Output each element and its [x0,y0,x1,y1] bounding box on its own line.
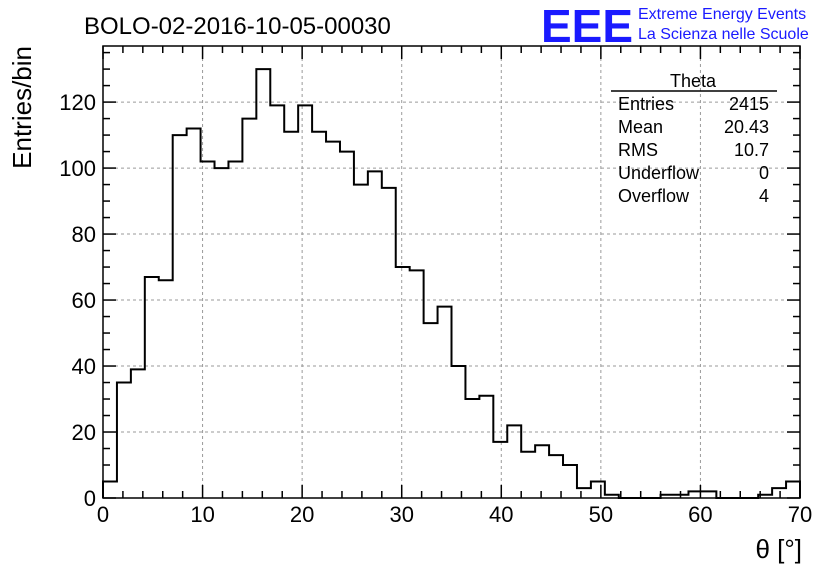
histogram-bin [242,119,256,498]
histogram-bin [493,442,507,498]
histogram-bin [424,323,438,498]
histogram-bin [103,482,117,498]
stats-label: Overflow [618,186,690,206]
x-tick-label: 20 [290,502,314,527]
stats-label: Mean [618,117,663,137]
histogram-bin [521,452,535,498]
histogram-outline [102,68,801,499]
histogram-bin [786,482,800,498]
histogram-bin [173,135,187,498]
eee-logo: EEE Extreme Energy Events La Scienza nel… [541,0,809,52]
histogram-bin [507,425,521,498]
grid-lines [103,46,800,498]
histogram-bin [270,105,284,498]
x-tick-label: 40 [489,502,513,527]
y-tick-label: 100 [59,156,96,181]
histogram-bin [326,142,340,498]
stats-value: 2415 [729,94,769,114]
stats-title: Theta [670,71,717,91]
histogram-bin [577,488,591,498]
histogram-bin [535,445,549,498]
y-tick-label: 60 [72,288,96,313]
histogram-bin [479,396,493,498]
plot-frame [102,45,801,499]
x-tick-label: 70 [788,502,812,527]
histogram-bin [410,270,424,498]
histogram-bin [368,171,382,498]
x-axis-title: θ [°] [755,534,802,564]
x-tick-labels: 0 10 20 30 40 50 60 70 [97,502,812,527]
histogram-bin [159,280,173,498]
logo-line-1: Extreme Energy Events [638,6,806,23]
axis-ticks [102,46,801,499]
y-tick-label: 120 [59,90,96,115]
run-title: BOLO-02-2016-10-05-00030 [84,13,391,40]
histogram-bin [145,277,159,498]
stats-label: RMS [618,140,658,160]
histogram-bin [563,465,577,498]
histogram-bin [340,152,354,498]
logo-text: EEE [541,0,633,52]
histogram-bin [298,105,312,498]
histogram-bin [284,132,298,498]
stats-value: 4 [759,186,769,206]
y-tick-label: 40 [72,354,96,379]
stats-value: 10.7 [734,140,769,160]
histogram-bin [354,185,368,498]
histogram-bin [187,128,201,498]
histogram-bin [312,132,326,498]
histogram-bin [256,69,270,498]
stats-label: Underflow [618,163,700,183]
stats-label: Entries [618,94,674,114]
histogram-bars [103,69,800,498]
histogram-bin [228,161,242,498]
x-tick-label: 50 [589,502,613,527]
stats-box: Theta Entries 2415 Mean 20.43 RMS 10.7 Underfl… [611,71,777,206]
y-tick-label: 80 [72,222,96,247]
stats-value: 0 [759,163,769,183]
histogram-bin [772,488,786,498]
x-tick-label: 60 [688,502,712,527]
x-tick-label: 10 [190,502,214,527]
histogram-bin [396,267,410,498]
y-tick-labels: 0 20 40 60 80 100 120 [59,90,96,511]
histogram-bin [131,369,145,498]
histogram-bin [465,399,479,498]
logo-line-2: La Scienza nelle Scuole [638,26,809,43]
x-tick-label: 0 [97,502,109,527]
histogram-bin [215,168,229,498]
stats-rows: Entries 2415 Mean 20.43 RMS 10.7 Underflow 0 Ove… [618,94,769,206]
x-tick-label: 30 [389,502,413,527]
histogram-bin [438,307,452,498]
stats-value: 20.43 [724,117,769,137]
histogram-bin [117,383,131,498]
y-tick-label: 0 [84,486,96,511]
y-axis-title: Entries/bin [7,46,37,169]
y-tick-label: 20 [72,420,96,445]
histogram-bin [591,482,605,498]
